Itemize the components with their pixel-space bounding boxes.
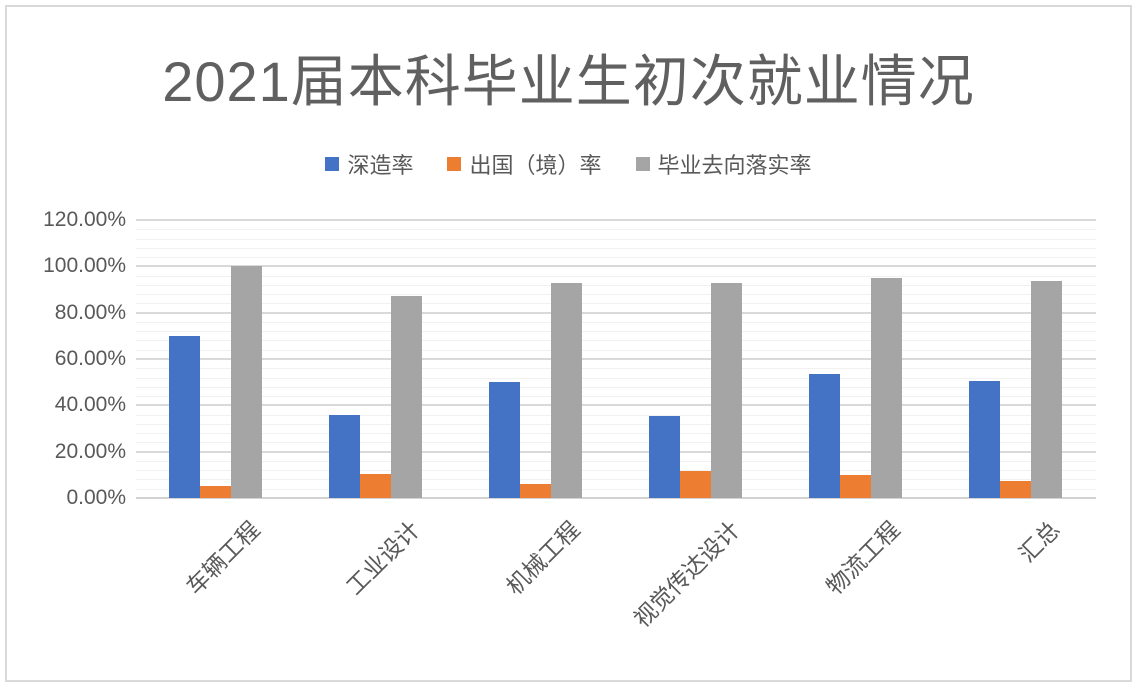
bar-group xyxy=(776,220,936,498)
bar-group xyxy=(296,220,456,498)
minor-gridline xyxy=(136,229,1096,231)
minor-gridline xyxy=(136,340,1096,342)
minor-gridline xyxy=(136,470,1096,472)
bar xyxy=(169,335,201,498)
bar xyxy=(649,415,681,498)
minor-gridline xyxy=(136,488,1096,490)
legend-label: 深造率 xyxy=(347,153,414,178)
x-axis-labels: 车辆工程 工业设计 机械工程 视觉传达设计 物流工程 汇总 xyxy=(136,498,1096,678)
major-gridline xyxy=(136,311,1096,314)
minor-gridline xyxy=(136,294,1096,296)
minor-gridline xyxy=(136,386,1096,388)
major-gridline xyxy=(136,265,1096,268)
major-gridline xyxy=(136,450,1096,453)
legend-swatch-icon xyxy=(447,157,462,171)
legend: 深造率 出国（境）率 毕业去向落实率 xyxy=(7,148,1130,180)
y-tick-label: 0.00% xyxy=(66,486,126,509)
minor-gridline xyxy=(136,303,1096,305)
minor-gridline xyxy=(136,349,1096,351)
x-category-label: 物流工程 xyxy=(821,516,905,600)
minor-gridline xyxy=(136,377,1096,379)
bar xyxy=(680,471,712,498)
minor-gridline xyxy=(136,423,1096,425)
bar-group xyxy=(136,220,296,498)
bar xyxy=(489,382,521,498)
bar xyxy=(360,473,392,498)
bar xyxy=(969,381,1001,498)
legend-swatch-icon xyxy=(635,157,650,171)
minor-gridline xyxy=(136,257,1096,259)
minor-gridline xyxy=(136,479,1096,481)
bar xyxy=(809,374,841,498)
bar xyxy=(200,486,232,498)
bar xyxy=(1000,480,1032,498)
legend-item: 出国（境）率 xyxy=(447,148,602,180)
x-category-label: 工业设计 xyxy=(341,516,425,600)
x-category-label: 机械工程 xyxy=(501,516,585,600)
bar xyxy=(391,296,423,498)
minor-gridline xyxy=(136,321,1096,323)
major-gridline xyxy=(136,404,1096,407)
bar xyxy=(711,282,743,498)
major-gridline xyxy=(136,358,1096,360)
minor-gridline xyxy=(136,331,1096,333)
x-category-label: 车辆工程 xyxy=(181,516,265,600)
minor-gridline xyxy=(136,396,1096,398)
chart-title: 2021届本科毕业生初次就业情况 xyxy=(162,50,975,113)
x-category-label: 视觉传达设计 xyxy=(628,516,745,633)
y-tick-label: 120.00% xyxy=(43,208,126,231)
legend-item: 毕业去向落实率 xyxy=(635,148,812,180)
bar xyxy=(231,266,263,498)
minor-gridline xyxy=(136,284,1096,286)
legend-item: 深造率 xyxy=(325,148,413,180)
legend-swatch-icon xyxy=(325,157,340,171)
minor-gridline xyxy=(136,238,1096,240)
bar xyxy=(1031,281,1063,498)
minor-gridline xyxy=(136,433,1096,435)
minor-gridline xyxy=(136,442,1096,444)
minor-gridline xyxy=(136,460,1096,462)
minor-gridline xyxy=(136,414,1096,416)
plot-area xyxy=(136,219,1096,499)
bar xyxy=(329,414,361,498)
bar xyxy=(871,277,903,498)
y-tick-label: 100.00% xyxy=(43,254,126,278)
minor-gridline xyxy=(136,247,1096,249)
y-tick-label: 80.00% xyxy=(54,300,126,324)
legend-label: 出国（境）率 xyxy=(469,153,602,178)
y-tick-label: 40.00% xyxy=(54,393,126,417)
bar xyxy=(551,282,583,498)
y-tick-label: 60.00% xyxy=(54,347,126,370)
y-tick-label: 20.00% xyxy=(54,439,126,463)
major-gridline xyxy=(136,219,1096,221)
bar xyxy=(840,474,872,498)
bar-group xyxy=(616,220,776,498)
bar-group xyxy=(456,220,616,498)
legend-label: 毕业去向落实率 xyxy=(657,153,812,178)
bar-group xyxy=(936,220,1096,498)
minor-gridline xyxy=(136,368,1096,370)
x-axis-line xyxy=(136,497,1096,499)
bar xyxy=(520,484,552,498)
minor-gridline xyxy=(136,275,1096,277)
chart-frame: 2021届本科毕业生初次就业情况 深造率 出国（境）率 毕业去向落实率 0.00% 2… xyxy=(5,5,1132,682)
x-category-label: 汇总 xyxy=(1013,516,1065,568)
y-axis: 0.00% 20.00% 40.00% 60.00% 80.00% 100.00% 120.… xyxy=(7,208,126,509)
